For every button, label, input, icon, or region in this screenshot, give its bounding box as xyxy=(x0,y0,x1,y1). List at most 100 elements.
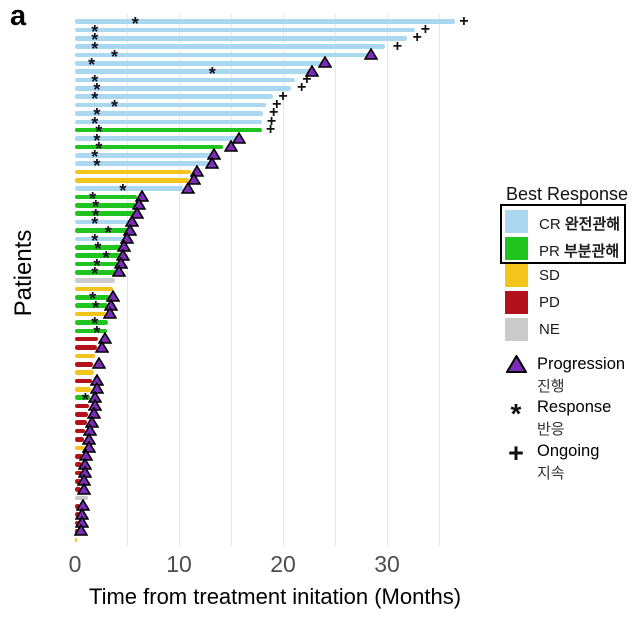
response-marker-icon: * xyxy=(81,389,89,410)
gridline xyxy=(335,14,336,546)
response-marker-icon: * xyxy=(94,239,102,260)
patient-bar-cr xyxy=(75,186,184,191)
patient-bar-cr xyxy=(75,77,296,83)
marker-label: Response xyxy=(537,398,612,416)
patient-bar-sd xyxy=(75,445,86,451)
response-marker-icon: * xyxy=(88,55,96,76)
patient-bar-pr xyxy=(75,127,263,133)
response-marker-icon: * xyxy=(102,247,110,268)
patient-bar-cr xyxy=(75,161,211,166)
progression-marker-icon xyxy=(204,156,220,169)
progression-marker-icon xyxy=(91,356,107,370)
patient-bar-pr xyxy=(75,211,136,217)
patient-bar-pr xyxy=(75,295,111,300)
patient-bar-cr xyxy=(75,86,292,91)
patient-bar-ne xyxy=(75,278,115,283)
ongoing-marker-icon: + xyxy=(392,37,403,55)
legend-swatch-sd xyxy=(505,264,528,287)
ongoing-marker-icon: + xyxy=(302,71,312,89)
patient-bar-pd xyxy=(75,412,88,417)
progression-marker-icon xyxy=(124,214,140,227)
progression-marker-icon xyxy=(231,130,247,144)
response-marker-icon: * xyxy=(93,105,101,126)
patient-bar-pr xyxy=(75,270,118,275)
gridline xyxy=(439,14,440,546)
response-marker-icon: * xyxy=(92,197,100,218)
ongoing-marker-icon: + xyxy=(420,20,431,38)
patient-bar-pd xyxy=(75,361,93,367)
patient-bar-pd xyxy=(75,378,92,384)
progression-marker-icon xyxy=(180,181,196,194)
progression-marker-icon xyxy=(73,523,89,537)
legend-swatch-cr xyxy=(505,210,528,233)
patient-bar-cr xyxy=(75,27,416,33)
patient-bar-cr xyxy=(75,111,264,116)
response-marker-icon: * xyxy=(91,113,99,134)
response-marker-icon: * xyxy=(95,122,103,143)
legend-entry-label: SD xyxy=(539,267,560,284)
response-marker-icon: * xyxy=(91,314,99,335)
response-marker-icon: * xyxy=(93,322,101,343)
patient-bar-pr xyxy=(75,194,138,200)
ongoing-marker-icon: + xyxy=(265,121,276,139)
progression-marker-icon xyxy=(206,147,222,161)
ongoing-marker-icon: + xyxy=(297,79,307,97)
ongoing-marker-icon: + xyxy=(412,29,422,47)
response-marker-icon: * xyxy=(93,80,101,101)
patient-bar-pd xyxy=(75,336,98,342)
progression-marker-icon xyxy=(94,339,110,353)
legend-entry-label: NE xyxy=(539,321,560,338)
patient-bar-cr xyxy=(75,102,267,108)
response-marker-icon: * xyxy=(89,189,97,210)
response-marker-icon: * xyxy=(91,30,99,51)
response-marker-icon: * xyxy=(89,289,97,310)
legend-cr-pr-frame xyxy=(500,204,626,264)
x-tick-label: 0 xyxy=(68,551,82,577)
patient-bar-cr xyxy=(75,236,125,242)
response-marker-icon: * xyxy=(91,230,99,251)
patient-bar-pd xyxy=(75,345,97,350)
legend-swatch-pd xyxy=(505,291,528,314)
x-tick-label: 10 xyxy=(166,551,192,577)
legend-entry-label: PD xyxy=(539,294,560,311)
response-marker-icon: * xyxy=(91,214,99,235)
patient-bar-pr xyxy=(75,253,122,258)
gridline xyxy=(127,14,128,546)
response-marker-icon: * xyxy=(91,38,99,59)
progression-marker-icon xyxy=(76,482,92,495)
x-tick-label: 20 xyxy=(270,551,296,577)
progression-marker-icon xyxy=(89,381,105,395)
progression-marker-icon xyxy=(132,197,147,211)
response-marker-icon: * xyxy=(111,97,119,118)
response-marker-icon: * xyxy=(104,222,112,243)
gridline xyxy=(387,14,388,546)
progression-marker-icon xyxy=(304,64,320,77)
ongoing-marker-icon: + xyxy=(459,12,469,30)
patient-bar-ne xyxy=(75,495,88,501)
patient-bar-sd xyxy=(75,311,107,317)
patient-bar-cr xyxy=(75,44,385,49)
response-marker-icon: * xyxy=(92,205,100,226)
patient-bar-pd xyxy=(75,504,81,509)
patient-bar-cr xyxy=(75,136,242,141)
response-marker-icon: * xyxy=(208,63,216,84)
response-marker-icon: * xyxy=(93,255,101,276)
x-axis-ticks: 0 10 20 30 xyxy=(69,551,479,577)
response-marker-icon: * xyxy=(91,72,99,93)
progression-marker-icon xyxy=(102,306,118,319)
patient-bar-cr xyxy=(75,119,263,125)
patient-bar-pd xyxy=(75,487,81,492)
marker-label: Ongoing xyxy=(537,442,600,460)
progression-marker-icon xyxy=(106,289,121,303)
x-tick-label: 30 xyxy=(374,551,400,577)
patient-bar-pr xyxy=(75,244,123,250)
response-marker-icon: * xyxy=(131,13,139,34)
patient-bar-pd xyxy=(75,470,82,476)
patient-bar-cr xyxy=(75,61,324,66)
patient-bar-pd xyxy=(75,403,89,409)
patient-bar-cr xyxy=(75,19,455,24)
patient-bar-sd xyxy=(75,178,190,183)
patient-bar-sd xyxy=(75,387,91,392)
gridline xyxy=(231,14,232,546)
marker-sublabel-korean: 지속 xyxy=(537,465,565,482)
